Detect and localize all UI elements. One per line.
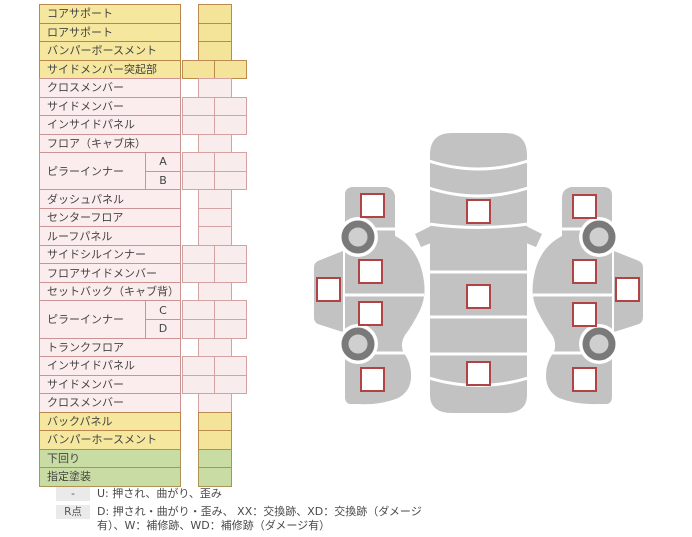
check-cell[interactable]: [214, 300, 247, 320]
check-cell[interactable]: [198, 411, 232, 432]
part-label: バンパーボースメント: [39, 41, 181, 61]
check-cell[interactable]: [182, 356, 215, 376]
check-cell[interactable]: [198, 448, 232, 469]
part-label: サイドメンバー: [39, 374, 181, 395]
underbody-right-wing: [526, 226, 542, 247]
check-cell[interactable]: [182, 263, 215, 283]
check-cell[interactable]: [182, 319, 215, 339]
check-cell[interactable]: [198, 22, 232, 43]
part-label: トランクフロア: [39, 337, 181, 358]
check-cell[interactable]: [182, 300, 215, 320]
part-sublabel: A: [145, 152, 181, 172]
part-sublabel: B: [145, 170, 181, 191]
check-cell[interactable]: [198, 393, 232, 413]
damage-checkbox-left-2[interactable]: [358, 259, 383, 284]
part-label: 下回り: [39, 448, 181, 469]
damage-checkbox-right-1[interactable]: [572, 194, 597, 219]
check-cell[interactable]: [182, 152, 215, 172]
part-sublabel: D: [145, 319, 181, 339]
check-cell[interactable]: [214, 170, 247, 191]
check-cell[interactable]: [214, 96, 247, 117]
part-label: インサイドパネル: [39, 356, 181, 376]
check-cell[interactable]: [182, 244, 215, 265]
damage-checkbox-right-cabin[interactable]: [615, 277, 640, 302]
check-cell[interactable]: [198, 430, 232, 450]
check-cell[interactable]: [214, 263, 247, 283]
part-label: クロスメンバー: [39, 393, 181, 413]
part-label: ルーフパネル: [39, 226, 181, 246]
damage-checkbox-left-1[interactable]: [360, 193, 385, 218]
damage-checkbox-right-2[interactable]: [572, 259, 597, 284]
car-damage-diagram: [300, 133, 692, 413]
part-label: フロアサイドメンバー: [39, 263, 181, 283]
part-label: サイドシルインナー: [39, 244, 181, 265]
check-cell[interactable]: [214, 115, 247, 135]
part-label: バンパーホースメント: [39, 430, 181, 450]
part-label: コアサポート: [39, 4, 181, 24]
damage-checkbox-right-3[interactable]: [572, 302, 597, 327]
underbody-left-wing: [415, 226, 431, 247]
check-cell[interactable]: [182, 59, 215, 80]
check-cell[interactable]: [182, 170, 215, 191]
part-label: ダッシュパネル: [39, 189, 181, 209]
check-cell[interactable]: [198, 207, 232, 228]
part-label: ピラーインナー: [39, 152, 146, 191]
damage-checkbox-right-4[interactable]: [572, 367, 597, 392]
check-cell[interactable]: [198, 226, 232, 246]
legend-item: R点 D: 押され・曲がり・歪み、 XX：交換跡、XD：交換跡（ダメージ有）、W：…: [56, 504, 429, 534]
part-label: インサイドパネル: [39, 115, 181, 135]
underbody-view: [415, 133, 542, 413]
check-cell[interactable]: [182, 115, 215, 135]
check-cell[interactable]: [214, 59, 247, 80]
part-label: 指定塗装: [39, 467, 181, 487]
check-cell[interactable]: [214, 319, 247, 339]
part-label: ロアサポート: [39, 22, 181, 43]
check-cell[interactable]: [182, 374, 215, 395]
legend-item: - U: 押され、曲がり、歪み: [56, 487, 429, 502]
damage-checkbox-left-4[interactable]: [360, 367, 385, 392]
legend-swatch: R点: [56, 504, 90, 519]
part-label: バックパネル: [39, 411, 181, 432]
part-sublabel: C: [145, 300, 181, 320]
check-cell[interactable]: [198, 78, 232, 98]
check-cell[interactable]: [214, 244, 247, 265]
check-cell[interactable]: [214, 374, 247, 395]
part-label: クロスメンバー: [39, 78, 181, 98]
legend-text: U: 押され、曲がり、歪み: [97, 487, 222, 500]
damage-checkbox-center-rear[interactable]: [466, 361, 491, 386]
legend: - U: 押され、曲がり、歪み R点 D: 押され・曲がり・歪み、 XX：交換跡、XD…: [56, 487, 429, 537]
part-label: サイドメンバー突起部: [39, 59, 181, 80]
part-label: フロア（キャブ床）: [39, 133, 181, 154]
part-label: センターフロア: [39, 207, 181, 228]
check-cell[interactable]: [198, 281, 232, 302]
damage-checkbox-left-3[interactable]: [358, 301, 383, 326]
damage-checkbox-center-front[interactable]: [466, 199, 491, 224]
part-label: ピラーインナー: [39, 300, 146, 339]
check-cell[interactable]: [182, 96, 215, 117]
damage-checkbox-center-middle[interactable]: [466, 284, 491, 309]
check-cell[interactable]: [214, 356, 247, 376]
check-cell[interactable]: [198, 337, 232, 358]
check-cell[interactable]: [198, 133, 232, 154]
check-cell[interactable]: [198, 41, 232, 61]
part-label: サイドメンバー: [39, 96, 181, 117]
check-cell[interactable]: [198, 189, 232, 209]
legend-swatch: -: [56, 487, 90, 501]
check-cell[interactable]: [198, 4, 232, 24]
check-cell[interactable]: [214, 152, 247, 172]
damage-checkbox-left-cabin[interactable]: [316, 277, 341, 302]
legend-text: D: 押され・曲がり・歪み、 XX：交換跡、XD：交換跡（ダメージ有）、W：補修…: [97, 504, 422, 533]
check-cell[interactable]: [198, 467, 232, 487]
part-label: セットバック（キャブ背）: [39, 281, 181, 302]
